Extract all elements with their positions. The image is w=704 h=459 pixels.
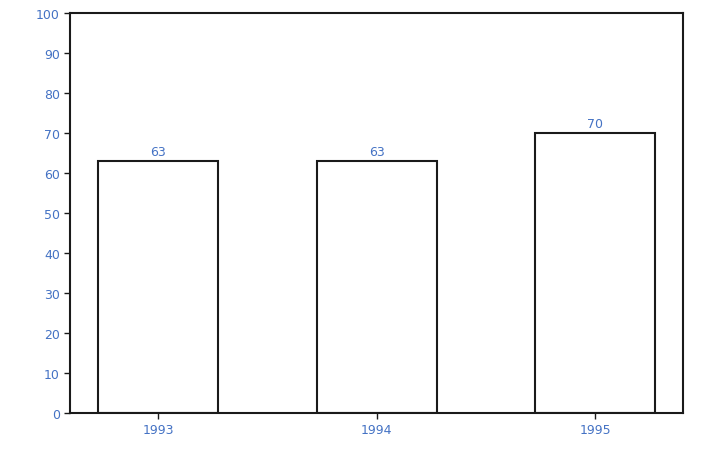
Bar <box>317 162 436 413</box>
Text: 70: 70 <box>587 118 603 130</box>
Bar <box>535 134 655 413</box>
Bar <box>99 162 218 413</box>
Text: 63: 63 <box>151 146 166 158</box>
Text: 63: 63 <box>369 146 384 158</box>
